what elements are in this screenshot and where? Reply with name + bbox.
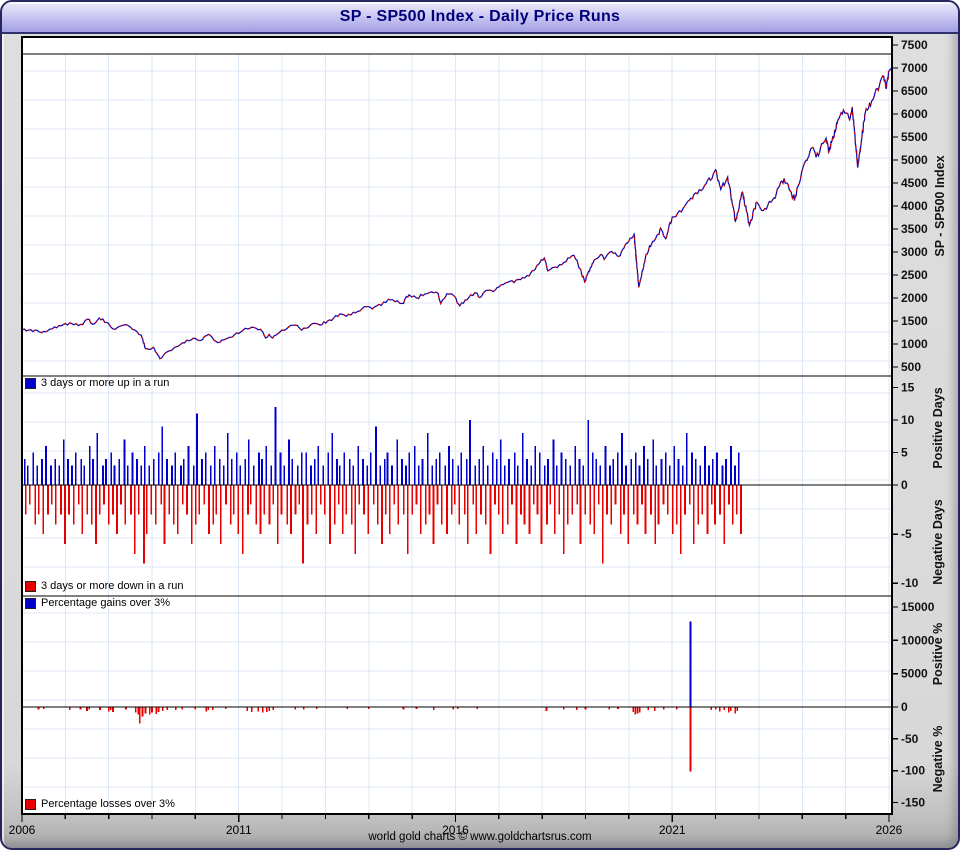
axis-tick-label: -100 <box>901 764 925 778</box>
axis-tick-label: 3500 <box>901 222 928 236</box>
x-axis-year-label: 2006 <box>9 823 36 837</box>
axis-tick-label: 6000 <box>901 107 928 121</box>
legend-gains: Percentage gains over 3% <box>25 597 170 609</box>
legend-down-label: 3 days or more down in a run <box>41 580 184 592</box>
axis-tick-label: 7000 <box>901 61 928 75</box>
x-axis-year-label: 2011 <box>226 823 252 837</box>
axis-tick-label: 15 <box>901 380 915 394</box>
axis-tick-label: 1500 <box>901 314 928 328</box>
axis-tick-label: 15000 <box>901 600 935 614</box>
page-title: SP - SP500 Index - Daily Price Runs <box>339 8 621 25</box>
axis-title-negative-days: Negative Days <box>931 499 945 585</box>
x-axis-year-label: 2016 <box>442 823 469 837</box>
axis-tick-label: 6500 <box>901 84 928 98</box>
legend-losses-swatch <box>25 798 36 810</box>
x-axis-year-label: 2026 <box>876 823 903 837</box>
axis-tick-label: 10 <box>901 413 915 427</box>
axis-tick-label: 10000 <box>901 633 935 647</box>
axis-tick-label: 5000 <box>901 667 928 681</box>
axis-tick-label: -10 <box>901 576 919 590</box>
axis-tick-label: 7500 <box>901 38 928 52</box>
axis-title-price: SP - SP500 Index <box>933 155 947 257</box>
axis-tick-label: 2500 <box>901 268 928 282</box>
axis-tick-label: 4000 <box>901 199 928 213</box>
legend-up-label: 3 days or more up in a run <box>41 377 170 389</box>
legend-losses-label: Percentage losses over 3% <box>41 798 175 810</box>
plot-border <box>21 36 893 815</box>
axis-tick-label: 0 <box>901 700 908 714</box>
axis-tick-label: 1000 <box>901 337 928 351</box>
axis-tick-label: -5 <box>901 527 912 541</box>
x-axis-year-label: 2021 <box>659 823 686 837</box>
axis-tick-label: -50 <box>901 732 919 746</box>
legend-down-runs: 3 days or more down in a run <box>25 580 183 592</box>
legend-down-swatch <box>25 580 36 592</box>
footer-credit: world gold charts © www.goldchartsrus.co… <box>368 831 592 843</box>
axis-tick-label: 2000 <box>901 291 928 305</box>
axis-tick-label: 4500 <box>901 176 928 190</box>
axis-tick-label: 0 <box>901 478 908 492</box>
axis-tick-label: 5000 <box>901 153 928 167</box>
axis-tick-label: 5500 <box>901 130 928 144</box>
price-line-up-runs <box>21 68 893 360</box>
title-bar: SP - SP500 Index - Daily Price Runs <box>2 2 958 34</box>
axis-title-positive-days: Positive Days <box>931 387 945 469</box>
legend-gains-swatch <box>25 597 36 609</box>
axis-title-positive-pct: Positive % <box>931 622 945 686</box>
axis-tick-label: -150 <box>901 796 925 810</box>
axis-tick-label: 5 <box>901 445 908 459</box>
legend-gains-label: Percentage gains over 3% <box>41 597 171 609</box>
axis-tick-label: 3000 <box>901 245 928 259</box>
axis-title-negative-pct: Negative % <box>931 725 945 793</box>
legend-up-runs: 3 days or more up in a run <box>25 377 169 389</box>
legend-losses: Percentage losses over 3% <box>25 798 175 810</box>
axis-tick-label: 500 <box>901 360 921 374</box>
legend-up-swatch <box>25 377 36 389</box>
